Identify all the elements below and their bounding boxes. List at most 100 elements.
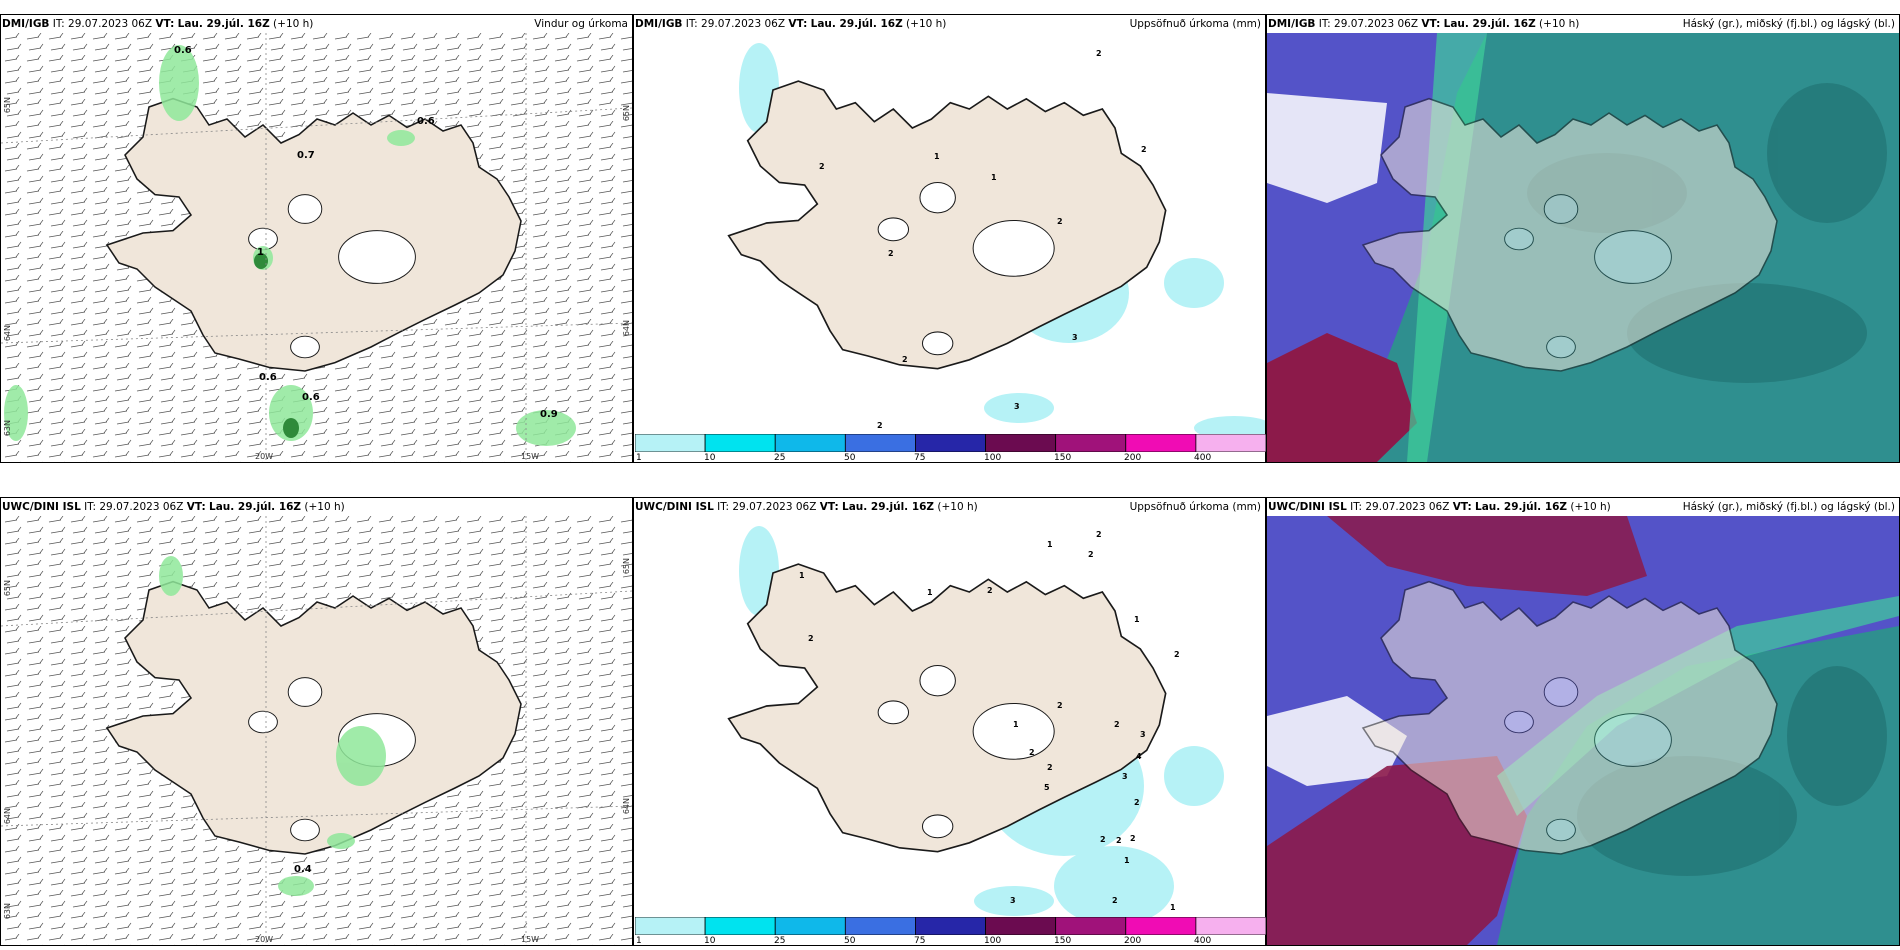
product-title: Háský (gr.), miðský (fj.bl.) og lágský (… xyxy=(1682,501,1895,513)
precip-value: 0.9 xyxy=(540,409,558,420)
colorbar-label: 75 xyxy=(914,936,926,946)
colorbar-swatch xyxy=(1055,917,1127,935)
colorbar-label: 50 xyxy=(844,453,856,463)
precip-value: 1 xyxy=(1124,856,1130,865)
init-time: 29.07.2023 06Z xyxy=(1334,18,1419,30)
colorbar-swatch xyxy=(1125,917,1197,935)
lon-tick: 15W xyxy=(521,452,540,461)
init-time: 29.07.2023 06Z xyxy=(68,18,153,30)
lead-time: (+10 h) xyxy=(1539,18,1580,30)
product-title: Uppsöfnuð úrkoma (mm) xyxy=(1129,501,1261,513)
precip-value: 2 xyxy=(808,634,814,643)
cloud-cover-map xyxy=(1267,33,1899,462)
colorbar-label: 150 xyxy=(1054,936,1072,946)
wind-precip-map xyxy=(1,33,632,462)
precip-value: 5 xyxy=(1044,783,1050,792)
precip-value: 3 xyxy=(1010,896,1016,905)
colorbar-swatch xyxy=(1195,434,1266,452)
lat-tick: 65N xyxy=(622,105,631,122)
precip-value: 3 xyxy=(1072,333,1078,342)
colorbar-label: 1 xyxy=(636,936,642,946)
precip-value: 2 xyxy=(888,249,894,258)
colorbar-label: 25 xyxy=(774,453,786,463)
colorbar-swatch xyxy=(635,917,706,935)
precip-value: 1 xyxy=(927,588,933,597)
panel-header: DMI/IGB IT: 29.07.2023 06Z VT: Lau. 29.j… xyxy=(2,15,628,33)
colorbar-label: 1 xyxy=(636,453,642,463)
model-label: UWC/DINI ISL xyxy=(635,501,714,513)
precip-value: 0.6 xyxy=(302,392,320,403)
init-time: 29.07.2023 06Z xyxy=(701,18,786,30)
precip-value: 2 xyxy=(1047,763,1053,772)
model-label: DMI/IGB xyxy=(635,18,683,30)
panel-accum-precip-dmi: DMI/IGB IT: 29.07.2023 06Z VT: Lau. 29.j… xyxy=(622,14,1266,463)
init-time: 29.07.2023 06Z xyxy=(1365,501,1450,513)
precip-value: 1 xyxy=(1170,903,1176,912)
colorbar-swatch xyxy=(844,434,916,452)
panel-accum-precip-uwc: UWC/DINI ISL IT: 29.07.2023 06Z VT: Lau.… xyxy=(622,497,1266,946)
colorbar-swatch xyxy=(844,917,916,935)
precip-value: 2 xyxy=(1088,550,1094,559)
precip-value: 2 xyxy=(1057,701,1063,710)
precip-value: 2 xyxy=(1096,530,1102,539)
colorbar-label: 150 xyxy=(1054,453,1072,463)
precip-value: 2 xyxy=(1057,217,1063,226)
precip-value: 2 xyxy=(1029,748,1035,757)
accum-precip-map xyxy=(727,526,1224,926)
panel-header: DMI/IGB IT: 29.07.2023 06Z VT: Lau. 29.j… xyxy=(635,15,1261,33)
precip-value: 3 xyxy=(1122,772,1128,781)
precip-value: 0.6 xyxy=(259,372,277,383)
wind-precip-map xyxy=(1,516,632,945)
panel-header: UWC/DINI ISL IT: 29.07.2023 06Z VT: Lau.… xyxy=(1268,498,1895,516)
lead-time: (+10 h) xyxy=(304,501,345,513)
model-label: DMI/IGB xyxy=(2,18,50,30)
panel-header: UWC/DINI ISL IT: 29.07.2023 06Z VT: Lau.… xyxy=(635,498,1261,516)
model-label: UWC/DINI ISL xyxy=(1268,501,1347,513)
colorbar-swatch xyxy=(985,434,1057,452)
precip-value: 2 xyxy=(1112,896,1118,905)
colorbar-label: 200 xyxy=(1124,936,1142,946)
precip-value: 2 xyxy=(1114,720,1120,729)
panel-wind-precip-uwc: UWC/DINI ISL IT: 29.07.2023 06Z VT: Lau.… xyxy=(0,497,633,946)
colorbar-label: 10 xyxy=(704,453,716,463)
precip-value: 2 xyxy=(1134,798,1140,807)
precip-patches xyxy=(4,45,576,446)
precip-value: 2 xyxy=(1174,650,1180,659)
product-title: Vindur og úrkoma xyxy=(534,18,628,30)
panel-clouds-uwc: UWC/DINI ISL IT: 29.07.2023 06Z VT: Lau.… xyxy=(1266,497,1900,946)
model-label: DMI/IGB xyxy=(1268,18,1316,30)
precip-value: 2 xyxy=(1100,835,1106,844)
precip-value: 1 xyxy=(1047,540,1053,549)
model-label: UWC/DINI ISL xyxy=(2,501,81,513)
precip-value: 1 xyxy=(257,247,264,258)
precip-colorbar xyxy=(635,434,1266,452)
colorbar-label: 200 xyxy=(1124,453,1142,463)
precip-value: 1 xyxy=(1134,615,1140,624)
lon-tick: 15W xyxy=(521,935,540,944)
lon-tick: 20W xyxy=(255,452,274,461)
precip-value: 1 xyxy=(799,571,805,580)
product-title: Uppsöfnuð úrkoma (mm) xyxy=(1129,18,1261,30)
lead-time: (+10 h) xyxy=(937,501,978,513)
colorbar-label: 50 xyxy=(844,936,856,946)
lat-tick: 64N xyxy=(3,325,12,342)
precip-value: 1 xyxy=(1013,720,1019,729)
init-time: 29.07.2023 06Z xyxy=(732,501,817,513)
panel-header: UWC/DINI ISL IT: 29.07.2023 06Z VT: Lau.… xyxy=(2,501,345,513)
lead-time: (+10 h) xyxy=(273,18,314,30)
valid-time: Lau. 29.júl. 16Z xyxy=(1475,501,1568,513)
precip-value: 0.4 xyxy=(294,864,312,875)
colorbar-label: 100 xyxy=(984,453,1002,463)
precip-value: 2 xyxy=(877,421,883,430)
panel-header: DMI/IGB IT: 29.07.2023 06Z VT: Lau. 29.j… xyxy=(1268,15,1895,33)
precip-value: 2 xyxy=(1141,145,1147,154)
lon-tick: 20W xyxy=(255,935,274,944)
precip-cores xyxy=(254,253,299,438)
panel-clouds-dmi: DMI/IGB IT: 29.07.2023 06Z VT: Lau. 29.j… xyxy=(1266,14,1900,463)
lead-time: (+10 h) xyxy=(1570,501,1611,513)
valid-time: Lau. 29.júl. 16Z xyxy=(810,18,903,30)
precip-value: 2 xyxy=(1116,836,1122,845)
valid-time: Lau. 29.júl. 16Z xyxy=(177,18,270,30)
lat-tick: 63N xyxy=(3,420,12,437)
lat-tick: 64N xyxy=(622,320,631,337)
